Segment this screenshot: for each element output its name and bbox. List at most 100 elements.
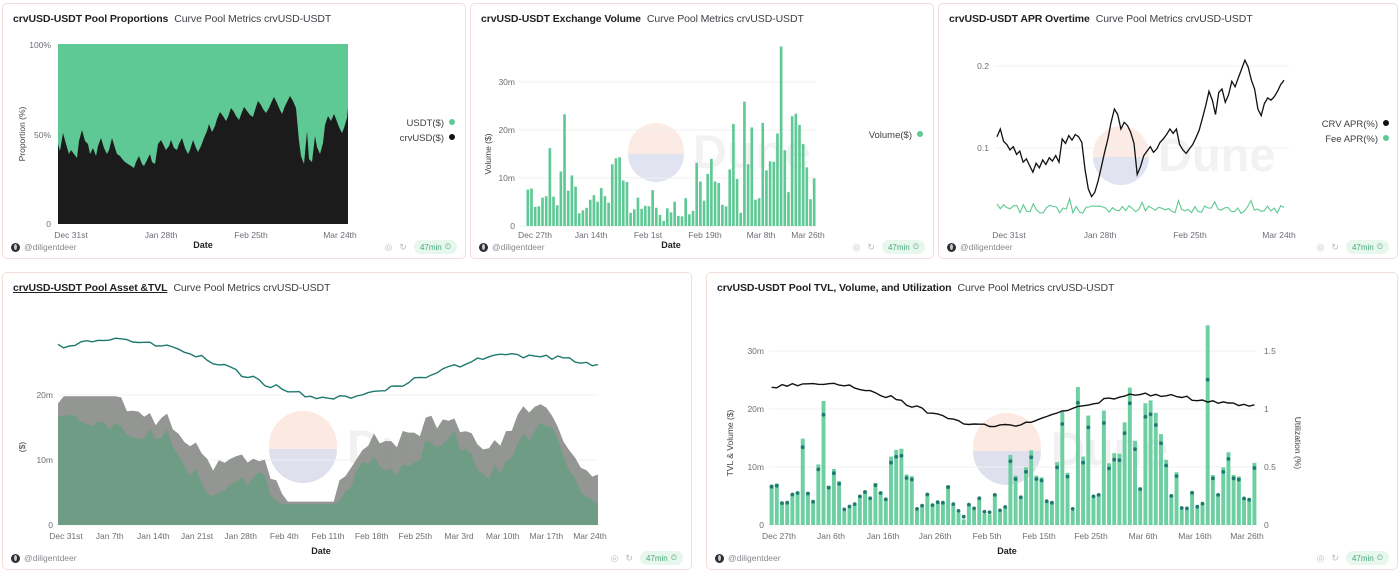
utilization-point <box>863 490 867 494</box>
refresh-badge[interactable]: 47min ⏲ <box>413 240 457 254</box>
avatar-icon <box>479 242 488 252</box>
bar <box>1029 450 1034 525</box>
camera-icon[interactable]: ◎ <box>852 241 861 252</box>
refresh-icon[interactable]: ↻ <box>1331 241 1339 252</box>
camera-icon[interactable]: ◎ <box>1316 552 1325 563</box>
clock-icon: ⏲ <box>670 553 677 562</box>
panel-title[interactable]: crvUSD-USDT APR Overtime <box>949 13 1090 25</box>
panel-subtitle[interactable]: Curve Pool Metrics crvUSD-USDT <box>173 282 331 294</box>
chart-legend: Volume($) <box>869 128 923 143</box>
refresh-icon[interactable]: ↻ <box>1331 552 1339 563</box>
clock-icon: ⏲ <box>1376 553 1383 562</box>
utilization-point <box>987 510 992 515</box>
author-handle[interactable]: @diligentdeer <box>492 242 545 252</box>
author-block[interactable]: @diligentdeer <box>715 553 781 563</box>
chart-area: Dune 0 10m 20m 30m TVL & Volume ($) 0 0.… <box>707 295 1397 557</box>
camera-icon[interactable]: ◎ <box>610 552 619 563</box>
bar <box>946 485 951 525</box>
bar <box>809 199 812 226</box>
bar <box>1003 508 1008 525</box>
bar <box>1158 434 1163 525</box>
bar <box>1195 507 1200 525</box>
legend-item[interactable]: crvUSD($) <box>400 131 455 146</box>
refresh-icon[interactable]: ↻ <box>867 241 875 252</box>
bar <box>795 491 800 525</box>
utilization-point <box>811 499 815 504</box>
refresh-badge[interactable]: 47min ⏲ <box>639 551 683 565</box>
bar <box>1252 462 1257 525</box>
author-handle[interactable]: @diligentdeer <box>24 553 77 563</box>
panel-title[interactable]: crvUSD-USDT Pool Asset &TVL <box>13 282 168 294</box>
bar <box>920 506 925 525</box>
bar <box>1049 503 1054 525</box>
bar <box>603 196 607 226</box>
legend-item[interactable]: Volume($) <box>869 128 923 143</box>
xtick-label: Mar 17th <box>530 531 564 541</box>
xtick-label: Mar 10th <box>486 531 520 541</box>
utilization-point <box>1242 496 1246 501</box>
camera-icon[interactable]: ◎ <box>1316 241 1325 252</box>
x-axis-title: Date <box>661 240 681 250</box>
author-handle[interactable]: @diligentdeer <box>24 242 77 252</box>
author-block[interactable]: @diligentdeer <box>947 242 1013 252</box>
bar <box>1138 487 1143 525</box>
x-tick-group: Dec 31st Jan 7th Jan 14th Jan 21st Jan 28th F… <box>49 531 607 541</box>
refresh-badge[interactable]: 47min ⏲ <box>1345 551 1389 565</box>
bar <box>732 123 735 226</box>
xtick-label: Feb 18th <box>355 531 389 541</box>
panel-title[interactable]: crvUSD-USDT Pool TVL, Volume, and Utiliz… <box>717 282 952 294</box>
x-axis-title: Date <box>997 546 1017 556</box>
bar <box>1101 410 1106 525</box>
panel-title[interactable]: crvUSD-USDT Pool Proportions <box>13 13 169 25</box>
refresh-icon[interactable]: ↻ <box>399 241 407 252</box>
panel-subtitle[interactable]: Curve Pool Metrics crvUSD-USDT <box>1095 13 1253 25</box>
author-handle[interactable]: @diligentdeer <box>728 553 781 563</box>
refresh-badge[interactable]: 47min ⏲ <box>881 240 925 254</box>
utilization-point <box>1086 425 1091 430</box>
panel-footer: @diligentdeer ◎ ↻ 47min ⏲ <box>3 550 691 566</box>
legend-swatch <box>1383 120 1389 126</box>
bar <box>956 512 961 525</box>
panel-pool-proportions[interactable]: crvUSD-USDT Pool Proportions Curve Pool M… <box>2 3 466 259</box>
legend-item[interactable]: CRV APR(%) <box>1322 117 1389 132</box>
legend-item[interactable]: USDT($) <box>400 116 455 131</box>
panel-subtitle[interactable]: Curve Pool Metrics crvUSD-USDT <box>174 13 332 25</box>
chart-area: Dune 30m 20m 10m 0 Volume ($) Dec 27th J… <box>471 26 933 250</box>
bar <box>610 164 614 226</box>
author-block[interactable]: @diligentdeer <box>479 242 545 252</box>
panel-title[interactable]: crvUSD-USDT Exchange Volume <box>481 13 641 25</box>
bar <box>1210 474 1215 525</box>
panel-tvl-volume-utilization[interactable]: crvUSD-USDT Pool TVL, Volume, and Utiliz… <box>706 272 1398 570</box>
legend-item[interactable]: Fee APR(%) <box>1322 132 1389 147</box>
utilization-point <box>816 467 821 472</box>
xtick-label: Feb 25th <box>399 531 433 541</box>
bar <box>878 491 883 525</box>
ytick-label: 0 <box>759 520 764 530</box>
utilization-point <box>842 507 847 512</box>
bar <box>798 124 801 226</box>
camera-icon[interactable]: ◎ <box>384 241 393 252</box>
panel-footer: @diligentdeer ◎ ↻ 47min ⏲ <box>707 550 1397 566</box>
panel-apr-overtime[interactable]: crvUSD-USDT APR Overtime Curve Pool Metri… <box>938 3 1398 259</box>
bar <box>774 483 779 525</box>
utilization-point <box>904 476 909 480</box>
utilization-point <box>894 454 899 459</box>
author-block[interactable]: @diligentdeer <box>11 553 77 563</box>
bar <box>961 519 966 525</box>
panel-exchange-volume[interactable]: crvUSD-USDT Exchange Volume Curve Pool Me… <box>470 3 934 259</box>
utilization-point <box>1065 474 1070 479</box>
bar <box>812 178 816 226</box>
panel-subtitle[interactable]: Curve Pool Metrics crvUSD-USDT <box>957 282 1115 294</box>
utilization-point <box>1231 476 1236 481</box>
author-block[interactable]: @diligentdeer <box>11 242 77 252</box>
refresh-badge[interactable]: 47min ⏲ <box>1345 240 1389 254</box>
bar <box>1013 475 1018 525</box>
bar <box>643 205 647 226</box>
refresh-icon[interactable]: ↻ <box>625 552 633 563</box>
bar <box>1216 494 1221 525</box>
panel-pool-asset-tvl[interactable]: crvUSD-USDT Pool Asset &TVL Curve Pool Me… <box>2 272 692 570</box>
bar <box>1143 403 1148 525</box>
bar <box>780 503 784 525</box>
author-handle[interactable]: @diligentdeer <box>960 242 1013 252</box>
panel-subtitle[interactable]: Curve Pool Metrics crvUSD-USDT <box>646 13 804 25</box>
